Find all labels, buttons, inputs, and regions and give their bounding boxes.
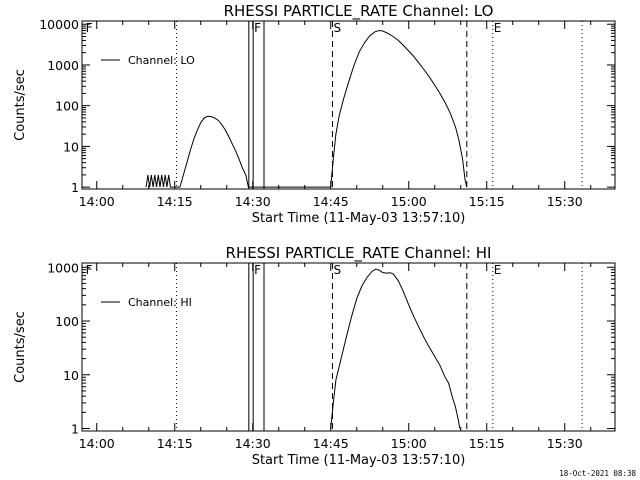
x-tick-label: 15:00 <box>391 436 427 451</box>
event-marker-label: F <box>254 263 261 277</box>
x-axis-label: Start Time (11-May-03 13:57:10) <box>252 211 466 226</box>
chart-title: RHESSI PARTICLE_RATE Channel: LO <box>224 2 494 21</box>
event-marker-label: E <box>494 263 502 277</box>
chart-title: RHESSI PARTICLE_RATE Channel: HI <box>226 244 492 263</box>
x-tick-label: 14:30 <box>235 194 271 209</box>
x-tick-label: 15:15 <box>469 436 505 451</box>
series-line <box>145 29 468 188</box>
y-tick-label: 1 <box>71 180 79 195</box>
y-tick-label: 1 <box>71 422 79 437</box>
plot-frame <box>81 262 616 432</box>
event-marker-label: F <box>86 21 93 35</box>
legend-label: Channel: HI <box>128 296 192 309</box>
x-tick-label: 15:30 <box>547 194 583 209</box>
y-axis-label: Counts/sec <box>13 69 28 141</box>
y-tick-label: 10000 <box>39 17 79 32</box>
y-tick-label: 100 <box>55 99 79 114</box>
y-tick-label: 1000 <box>47 260 79 275</box>
event-marker-label: F <box>254 21 261 35</box>
legend-label: Channel: LO <box>128 54 195 67</box>
x-tick-label: 14:00 <box>79 194 115 209</box>
y-tick-label: 10 <box>63 139 79 154</box>
timestamp: 18-Oct-2021 08:38 <box>559 469 636 478</box>
y-tick-label: 1000 <box>47 58 79 73</box>
event-marker-label: S <box>333 263 341 277</box>
event-marker-label: F <box>86 263 93 277</box>
x-tick-label: 14:15 <box>157 194 193 209</box>
y-axis-label: Counts/sec <box>13 311 28 383</box>
x-tick-label: 14:00 <box>79 436 115 451</box>
x-axis-label: Start Time (11-May-03 13:57:10) <box>252 453 466 468</box>
event-marker-label: S <box>333 21 341 35</box>
x-tick-label: 15:00 <box>391 194 427 209</box>
y-tick-label: 100 <box>55 314 79 329</box>
x-tick-label: 15:30 <box>547 436 583 451</box>
series-line <box>330 268 461 429</box>
x-tick-label: 14:45 <box>313 436 349 451</box>
x-tick-label: 15:15 <box>469 194 505 209</box>
x-tick-label: 14:15 <box>157 436 193 451</box>
plot-frame <box>81 20 616 190</box>
x-tick-label: 14:45 <box>313 194 349 209</box>
x-tick-label: 14:30 <box>235 436 271 451</box>
event-marker-label: E <box>494 21 502 35</box>
y-tick-label: 10 <box>63 368 79 383</box>
